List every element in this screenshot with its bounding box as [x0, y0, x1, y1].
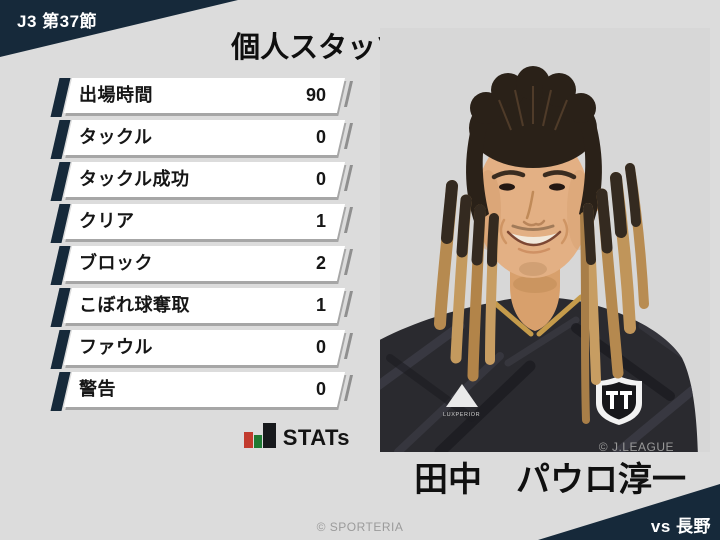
stat-row-accent-line [343, 165, 354, 191]
stat-row-accent-line [343, 81, 354, 107]
stat-row-accent-line [343, 123, 354, 149]
stat-row-accent-line [343, 249, 354, 275]
stat-row-accent-line [343, 333, 354, 359]
player-name: 田中 パウロ淳一 [414, 461, 686, 499]
stat-row-accent-line [343, 207, 354, 233]
stat-label: タックル [79, 127, 153, 147]
stats-logo: STATs [55, 423, 350, 448]
player-portrait-illustration: LUXPERIOR [380, 28, 710, 452]
bar-chart-icon-red-bar [243, 432, 253, 448]
player-photo: LUXPERIOR [380, 28, 710, 454]
jersey-sponsor-logo: LUXPERIOR [443, 384, 480, 418]
stat-row: 警告 0 [50, 372, 354, 411]
stat-label: クリア [79, 211, 135, 231]
stat-value: 0 [315, 379, 326, 399]
stat-row: クリア 1 [50, 204, 354, 243]
stat-value: 0 [315, 127, 326, 147]
stats-list: 出場時間 90 タックル 0 タックル成功 0 クリア 1 [50, 78, 354, 411]
stat-value: 2 [315, 253, 326, 273]
stats-logo-text: STATs [282, 424, 350, 450]
stat-value: 1 [315, 295, 326, 315]
stat-value: 0 [315, 337, 326, 357]
stat-row: 出場時間 90 [50, 78, 354, 117]
bar-chart-icon-dark-bar [262, 423, 276, 448]
stat-label: 出場時間 [79, 85, 153, 105]
stat-row: こぼれ球奪取 1 [50, 288, 354, 327]
opponent-label: vs 長野 [650, 517, 711, 536]
stat-label: ファウル [79, 337, 153, 357]
stat-row: ファウル 0 [50, 330, 354, 369]
stat-label: タックル成功 [79, 169, 190, 189]
league-round-label: J3 第37節 [17, 12, 98, 31]
stat-value: 1 [315, 211, 326, 231]
stat-label: 警告 [79, 379, 116, 399]
bar-chart-icon [243, 423, 276, 448]
bar-chart-icon-green-bar [253, 435, 262, 448]
stat-row-accent-line [343, 291, 354, 317]
stat-row: タックル成功 0 [50, 162, 354, 201]
stat-label: こぼれ球奪取 [79, 295, 190, 315]
stat-row-accent-line [343, 375, 354, 401]
stat-label: ブロック [79, 253, 153, 273]
stat-value: 90 [305, 85, 326, 105]
footer-copyright: © SPORTERIA [316, 520, 404, 534]
stat-row: ブロック 2 [50, 246, 354, 285]
stat-value: 0 [315, 169, 326, 189]
svg-text:LUXPERIOR: LUXPERIOR [443, 412, 480, 418]
photo-credit: © J.LEAGUE [598, 440, 674, 454]
stat-row: タックル 0 [50, 120, 354, 159]
jersey-crest [596, 376, 642, 425]
